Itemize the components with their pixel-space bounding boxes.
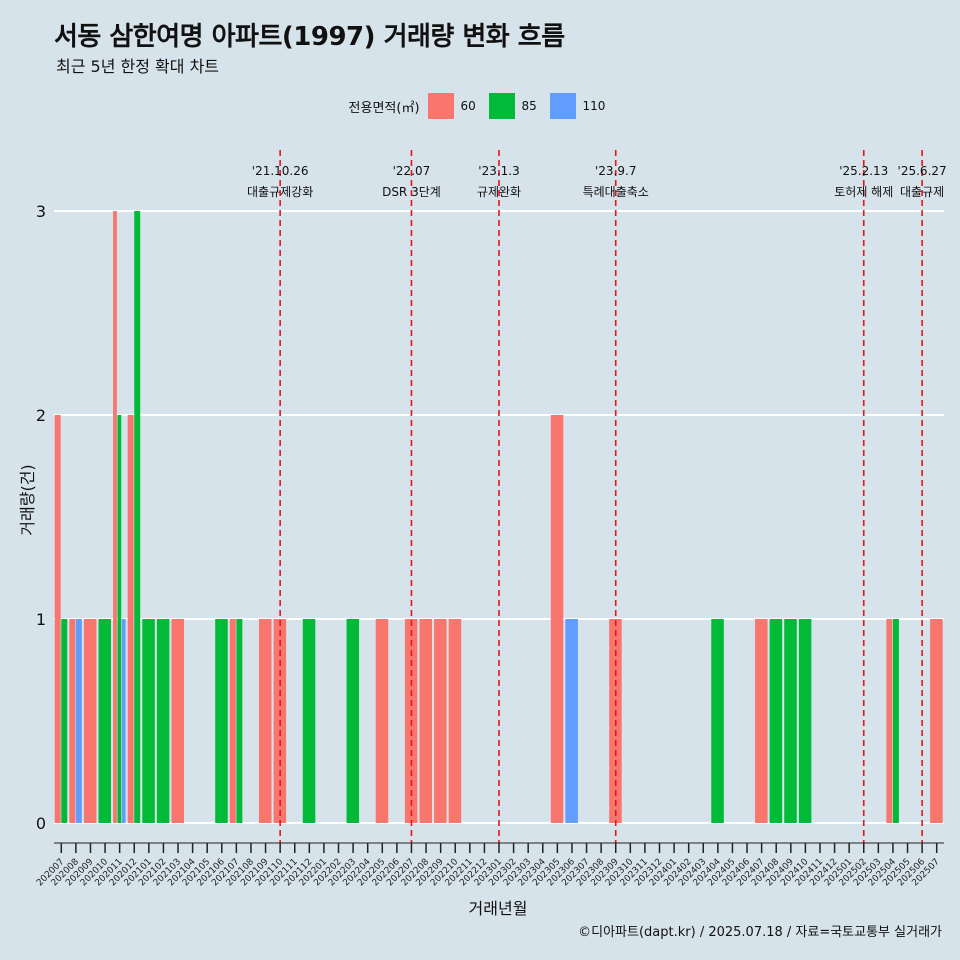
x-axis-title: 거래년월: [469, 899, 528, 918]
bar-202011-85: [117, 415, 122, 823]
annotation-date-202502: '25.2.13: [839, 164, 888, 178]
bar-202011-60: [113, 211, 117, 823]
y-tick-label-1: 1: [36, 610, 46, 629]
bar-202010-85: [98, 619, 112, 823]
annotation-label-202301: 규제완화: [477, 185, 521, 199]
legend-swatch-110: [549, 93, 576, 119]
bar-202504-60: [886, 619, 893, 823]
y-tick-label-0: 0: [36, 814, 46, 833]
bar-202011-110: [121, 619, 126, 823]
legend-item-85: 85: [488, 93, 544, 119]
bar-202409-85: [784, 619, 797, 823]
bar-202410-85: [798, 619, 812, 823]
bar-202209-60: [434, 619, 447, 823]
bar-202007-60: [54, 415, 61, 823]
y-tick-label-3: 3: [36, 202, 46, 221]
bars: [54, 211, 943, 823]
bar-202404-85: [711, 619, 724, 823]
bar-202408-85: [769, 619, 783, 823]
bar-202008-60: [69, 619, 76, 823]
annotation-label-202110: 대출규제강화: [247, 185, 313, 199]
legend-item-60: 60: [427, 93, 483, 119]
bar-202103-60: [171, 619, 184, 823]
bar-202107-60: [229, 619, 236, 823]
annotation-date-202301: '23.1.3: [478, 164, 519, 178]
caption: ©디아파트(dapt.kr) / 2025.07.18 / 자료=국토교통부 실…: [578, 925, 942, 940]
annotation-label-202207: DSR 3단계: [382, 185, 441, 199]
bar-202101-85: [142, 619, 155, 823]
bar-202102-85: [156, 619, 170, 823]
annotation-label-202506: 대출규제: [900, 185, 944, 199]
bar-202210-60: [448, 619, 462, 823]
bar-202107-85: [236, 619, 243, 823]
legend: 전용면적(㎡) 60 85 110: [0, 93, 960, 119]
bar-202012-85: [134, 211, 141, 823]
y-axis-title: 거래량(건): [18, 464, 37, 535]
y-tick-label-2: 2: [36, 406, 46, 425]
annotation-date-202309: '23.9.7: [595, 164, 636, 178]
annotations: '21.10.26 대출규제강화 '22.07 DSR 3단계 '23.1.3 규제완화 '…: [247, 150, 947, 843]
legend-label-110: 110: [582, 99, 606, 113]
bar-202007-85: [61, 619, 68, 823]
bar-202205-60: [375, 619, 389, 823]
bar-202009-60: [83, 619, 97, 823]
annotation-date-202506: '25.6.27: [898, 164, 947, 178]
bar-202012-60: [127, 415, 134, 823]
chart-title: 서동 삼한여명 아파트(1997) 거래량 변화 흐름: [54, 22, 565, 52]
bar-202203-85: [346, 619, 360, 823]
bar-202008-110: [75, 619, 82, 823]
legend-item-110: 110: [549, 93, 606, 119]
chart-subtitle: 최근 5년 한정 확대 차트: [56, 57, 220, 76]
bar-202306-110: [565, 619, 578, 823]
annotation-label-202502: 토허제 해제: [834, 185, 893, 199]
bar-202407-60: [755, 619, 768, 823]
annotation-date-202110: '21.10.26: [252, 164, 309, 178]
bar-202305-60: [550, 415, 564, 823]
bar-202109-60: [258, 619, 272, 823]
legend-swatch-85: [488, 93, 515, 119]
bar-202106-85: [215, 619, 228, 823]
annotation-label-202309: 특례대출축소: [583, 185, 649, 199]
legend-swatch-60: [427, 93, 454, 119]
legend-label-85: 85: [521, 99, 537, 113]
bar-202507-60: [930, 619, 943, 823]
legend-label-60: 60: [460, 99, 476, 113]
bar-202112-85: [302, 619, 316, 823]
legend-title: 전용면적(㎡): [348, 100, 420, 116]
bar-202504-85: [892, 619, 899, 823]
annotation-date-202207: '22.07: [393, 164, 431, 178]
bar-202208-60: [419, 619, 433, 823]
